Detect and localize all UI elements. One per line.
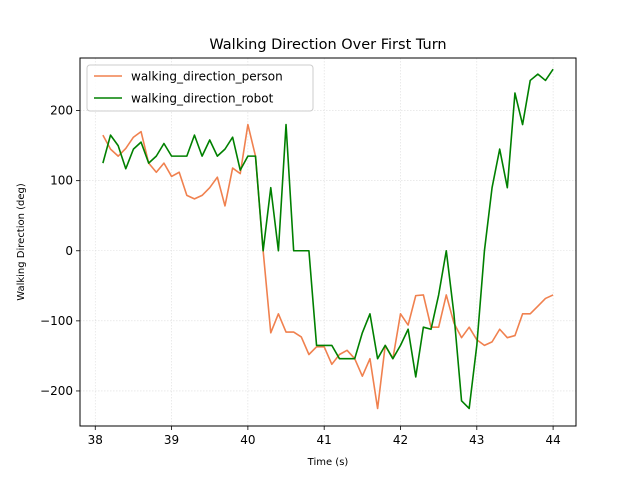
legend-label: walking_direction_robot: [131, 92, 274, 106]
x-tick-label: 40: [240, 433, 255, 447]
x-tick-label: 43: [469, 433, 484, 447]
y-tick-label: −200: [40, 384, 73, 398]
legend: walking_direction_person walking_directio…: [86, 64, 314, 112]
x-tick-label: 42: [393, 433, 408, 447]
chart-title: Walking Direction Over First Turn: [209, 37, 446, 53]
y-tick-label: 0: [65, 244, 73, 258]
legend-box: [86, 64, 314, 112]
x-tick-label: 39: [164, 433, 179, 447]
series-line-robot: [102, 68, 554, 410]
x-tick-label: 41: [317, 433, 332, 447]
y-axis-ticks: −200 −100 0 100 200: [40, 104, 80, 398]
series-lines: [102, 68, 554, 410]
grid: [80, 58, 576, 426]
y-tick-label: −100: [40, 314, 73, 328]
x-tick-label: 38: [88, 433, 103, 447]
x-axis-ticks: 38 39 40 41 42 43 44: [88, 426, 561, 447]
x-axis-label: Time (s): [307, 457, 349, 468]
y-tick-label: 100: [50, 174, 73, 188]
y-tick-label: 200: [50, 104, 73, 118]
series-line-person: [102, 123, 554, 410]
y-axis-label: Walking Direction (deg): [16, 183, 27, 301]
plot-frame: [79, 57, 577, 427]
x-tick-label: 44: [545, 433, 560, 447]
legend-label: walking_direction_person: [131, 70, 283, 84]
